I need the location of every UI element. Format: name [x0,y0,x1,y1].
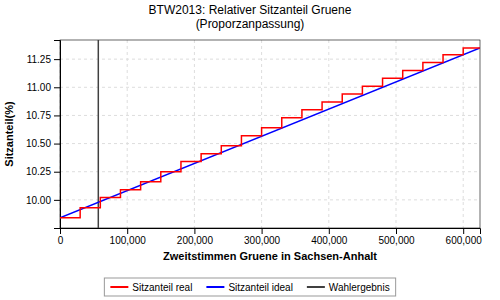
line [60,48,480,218]
legend-item: Sitzanteil ideal [206,282,292,293]
tick-mark [396,228,397,234]
y-axis-title: Sitzanteil(%) [3,101,15,167]
tick-mark [54,200,60,201]
tick: 600,000 [446,228,483,246]
line [60,48,480,218]
tick-label: 400,000 [311,235,348,246]
legend-swatch [307,286,325,288]
tick-label: 11.25 [27,54,52,65]
tick-mark [54,172,60,173]
legend-item: Sitzanteil real [110,282,192,293]
grid-line-x [328,40,329,228]
x-axis-title: Zweitstimmen Gruene in Sachsen-Anhalt [163,250,377,262]
tick-mark [127,228,128,234]
grid-line-y [60,171,480,172]
tick: 10.00 [26,195,60,206]
tick-label: 100,000 [110,235,147,246]
marks [60,40,480,228]
tick: 200,000 [177,228,214,246]
tick-mark [54,87,60,88]
tick-mark [54,59,60,60]
axis-line [54,41,61,229]
tick: 10.25 [26,166,60,177]
legend-swatch [206,286,224,288]
tick: 100,000 [110,228,147,246]
tick-label: 11.00 [27,82,52,93]
grid-line-y [60,115,480,116]
tick-label: 0 [58,235,64,246]
legend-box [104,278,395,296]
tick-label: 500,000 [378,235,415,246]
tick: 300,000 [244,228,281,246]
grid-line-y [60,199,480,200]
axis-line [61,229,481,235]
tick-label: 10.75 [26,110,51,121]
reference-line [98,40,100,228]
legend-swatch [110,286,128,288]
legend-label: Sitzanteil real [132,282,192,293]
legend-label: Sitzanteil ideal [228,282,292,293]
legend-label: Wahlergebnis [329,282,390,293]
legend: Sitzanteil real Sitzanteil ideal Wahlergeb… [104,278,395,296]
legend-item: Wahlergebnis [307,282,390,293]
tick-mark [54,144,60,145]
tick-label: 300,000 [244,235,281,246]
tick: 11.25 [27,54,60,65]
tick-mark [262,228,263,234]
tick-mark [463,228,464,234]
grid [60,40,480,228]
tick-label: 200,000 [177,235,214,246]
tick: 400,000 [311,228,348,246]
tick-label: 600,000 [446,235,483,246]
plot: 0 100,000 200,000 300,000 400,000 500,000 600,… [26,40,482,246]
chart: 0 100,000 200,000 300,000 400,000 500,000 600,… [0,0,500,300]
tick-label: 10.00 [26,195,51,206]
tick: 0 [58,228,64,246]
tick-mark [329,228,330,234]
tick-label: 10.25 [26,166,51,177]
grid-line-y [60,143,480,144]
title: BTW2013: Relativer Sitzanteil Gruene(Pro… [149,3,352,31]
x-axis: 0 100,000 200,000 300,000 400,000 500,000 600,… [58,228,482,246]
tick: 11.00 [27,82,60,93]
y-axis: 10.00 10.25 10.50 10.75 11.00 11.25 [26,41,61,229]
grid-line-y [60,59,480,60]
plot-frame [60,40,480,228]
tick: 500,000 [378,228,415,246]
tick-mark [54,115,60,116]
tick-label: 10.50 [26,138,51,149]
grid-line-y [60,87,480,88]
tick: 10.75 [26,110,60,121]
tick: 10.50 [26,138,60,149]
tick-mark [194,228,195,234]
